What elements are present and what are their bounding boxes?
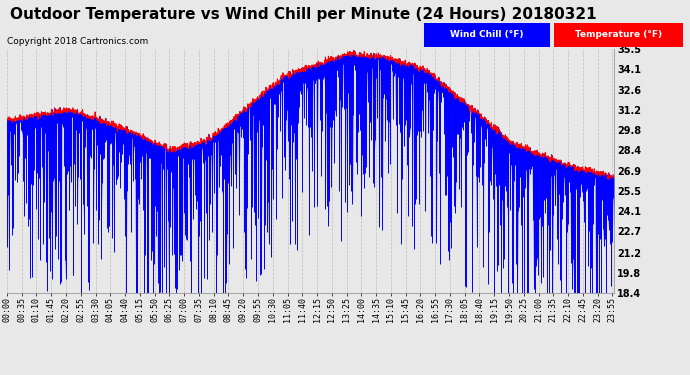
Text: Outdoor Temperature vs Wind Chill per Minute (24 Hours) 20180321: Outdoor Temperature vs Wind Chill per Mi… <box>10 8 597 22</box>
Text: Temperature (°F): Temperature (°F) <box>575 30 662 39</box>
FancyBboxPatch shape <box>424 22 550 47</box>
FancyBboxPatch shape <box>553 22 683 47</box>
Text: Copyright 2018 Cartronics.com: Copyright 2018 Cartronics.com <box>7 38 148 46</box>
Text: Wind Chill (°F): Wind Chill (°F) <box>450 30 524 39</box>
